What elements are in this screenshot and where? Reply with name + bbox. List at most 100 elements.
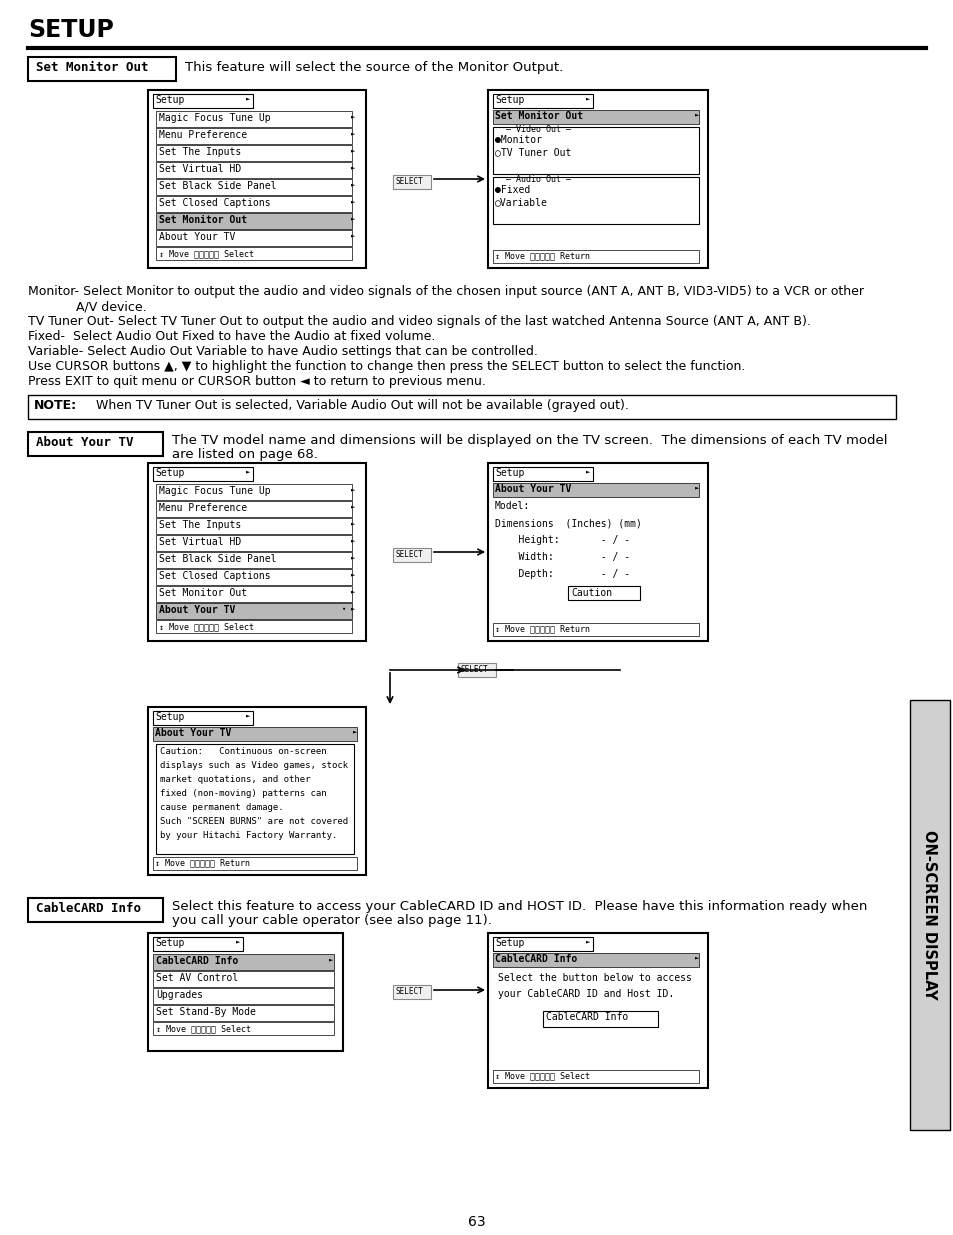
Bar	[493, 467, 593, 480]
Text: Magic Focus Tune Up: Magic Focus Tune Up	[159, 487, 271, 496]
Bar	[28, 432, 163, 456]
Text: ►: ►	[329, 956, 333, 962]
Bar	[493, 94, 593, 107]
Bar	[488, 463, 707, 641]
Text: ↕ Move ⓈⓁⒺⓒⓣ Return: ↕ Move ⓈⓁⒺⓒⓣ Return	[154, 858, 250, 867]
Text: Set Virtual HD: Set Virtual HD	[159, 164, 241, 174]
Text: NOTE:: NOTE:	[34, 399, 77, 412]
Text: ►: ►	[351, 182, 355, 186]
Text: SETUP: SETUP	[28, 19, 113, 42]
Text: ►: ►	[351, 520, 355, 526]
Text: Set Stand-By Mode: Set Stand-By Mode	[156, 1007, 255, 1016]
Text: ►: ►	[351, 555, 355, 559]
Text: ►: ►	[351, 503, 355, 509]
Bar	[156, 230, 352, 246]
Bar	[156, 501, 352, 517]
Bar	[148, 706, 366, 876]
Text: you call your cable operator (see also page 11).: you call your cable operator (see also p…	[172, 914, 492, 927]
Text: CableCARD Info: CableCARD Info	[495, 953, 577, 965]
Bar	[493, 483, 699, 496]
Text: ↕ Move ⓈⓁⒺⓒⓣ Select: ↕ Move ⓈⓁⒺⓒⓣ Select	[156, 1024, 251, 1032]
Text: Fixed-  Select Audio Out Fixed to have the Audio at fixed volume.: Fixed- Select Audio Out Fixed to have th…	[28, 330, 435, 343]
Bar	[152, 1005, 334, 1021]
Bar	[156, 128, 352, 144]
Text: Press EXIT to quit menu or CURSOR button ◄ to return to previous menu.: Press EXIT to quit menu or CURSOR button…	[28, 375, 485, 388]
Text: ↕ Move ⓈⓁⒺⓒⓣ Return: ↕ Move ⓈⓁⒺⓒⓣ Return	[495, 251, 589, 261]
Bar	[567, 585, 639, 600]
Text: ▾: ▾	[340, 605, 345, 611]
Bar	[152, 1023, 334, 1035]
Bar	[457, 663, 496, 677]
Text: Upgrades: Upgrades	[156, 990, 203, 1000]
Text: Use CURSOR buttons ▲, ▼ to highlight the function to change then press the SELEC: Use CURSOR buttons ▲, ▼ to highlight the…	[28, 359, 744, 373]
Text: Set Closed Captions: Set Closed Captions	[159, 198, 271, 207]
Text: fixed (non-moving) patterns can: fixed (non-moving) patterns can	[160, 789, 326, 798]
Text: Setup: Setup	[154, 713, 184, 722]
Text: Set AV Control: Set AV Control	[156, 973, 238, 983]
Bar	[493, 953, 699, 967]
Bar	[28, 395, 895, 419]
Text: Monitor- Select Monitor to output the audio and video signals of the chosen inpu: Monitor- Select Monitor to output the au…	[28, 285, 863, 298]
Text: This feature will select the source of the Monitor Output.: This feature will select the source of t…	[185, 61, 562, 74]
Text: cause permanent damage.: cause permanent damage.	[160, 803, 283, 811]
Bar	[156, 585, 352, 601]
Text: ●Monitor: ●Monitor	[495, 135, 541, 144]
Text: Set Black Side Panel: Set Black Side Panel	[159, 182, 276, 191]
Text: Set Black Side Panel: Set Black Side Panel	[159, 555, 276, 564]
Text: ►: ►	[585, 95, 590, 101]
Bar	[28, 57, 175, 82]
Text: ►: ►	[351, 588, 355, 594]
Bar	[488, 932, 707, 1088]
Text: ►: ►	[246, 468, 250, 474]
Bar	[148, 932, 343, 1051]
Text: market quotations, and other: market quotations, and other	[160, 776, 310, 784]
Text: 63: 63	[468, 1215, 485, 1229]
Text: CableCARD Info: CableCARD Info	[36, 902, 141, 915]
Text: Menu Preference: Menu Preference	[159, 503, 247, 513]
Text: ►: ►	[351, 147, 355, 153]
Bar	[152, 467, 253, 480]
Text: Setup: Setup	[154, 95, 184, 105]
Text: Width:        - / -: Width: - / -	[495, 552, 630, 562]
Bar	[156, 484, 352, 500]
Text: Set Monitor Out: Set Monitor Out	[495, 111, 582, 121]
Text: ►: ►	[351, 487, 355, 492]
Text: The TV model name and dimensions will be displayed on the TV screen.  The dimens: The TV model name and dimensions will be…	[172, 433, 886, 447]
Text: Depth:        - / -: Depth: - / -	[495, 569, 630, 579]
Text: About Your TV: About Your TV	[495, 484, 571, 494]
Bar	[393, 986, 431, 999]
Text: Set Monitor Out: Set Monitor Out	[159, 215, 247, 225]
Bar	[493, 110, 699, 124]
Text: ►: ►	[246, 95, 250, 101]
Text: Set Virtual HD: Set Virtual HD	[159, 537, 241, 547]
Text: ↕ Move ⓈⓁⒺⓒⓣ Select: ↕ Move ⓈⓁⒺⓒⓣ Select	[495, 1071, 589, 1079]
Text: ►: ►	[585, 939, 590, 944]
Text: ●Fixed: ●Fixed	[495, 185, 530, 195]
Text: ►: ►	[246, 713, 250, 718]
Text: Height:       - / -: Height: - / -	[495, 535, 630, 545]
Text: Select the button below to access: Select the button below to access	[497, 973, 691, 983]
Text: Menu Preference: Menu Preference	[159, 130, 247, 140]
Bar	[148, 463, 366, 641]
Bar	[156, 743, 354, 853]
Bar	[542, 1011, 658, 1028]
Text: Select this feature to access your CableCARD ID and HOST ID.  Please have this i: Select this feature to access your Cable…	[172, 900, 866, 913]
Text: Set Monitor Out: Set Monitor Out	[159, 588, 247, 598]
Text: Model:: Model:	[495, 501, 530, 511]
Text: Caution:   Continuous on-screen: Caution: Continuous on-screen	[160, 747, 326, 756]
Text: SELECT: SELECT	[395, 177, 423, 186]
Bar	[148, 90, 366, 268]
Bar	[152, 971, 334, 987]
Bar	[28, 898, 163, 923]
Bar	[156, 144, 352, 161]
Text: A/V device.: A/V device.	[28, 300, 147, 312]
Text: SELECT: SELECT	[395, 987, 423, 995]
Text: — Audio Out —: — Audio Out —	[505, 175, 571, 184]
Bar	[156, 212, 352, 228]
Bar	[156, 247, 352, 261]
Bar	[393, 175, 431, 189]
Text: ↕ Move ⓈⓁⒺⓒⓣ Return: ↕ Move ⓈⓁⒺⓒⓣ Return	[495, 624, 589, 634]
Bar	[156, 552, 352, 568]
Text: CableCARD Info: CableCARD Info	[545, 1011, 628, 1023]
Bar	[156, 111, 352, 127]
